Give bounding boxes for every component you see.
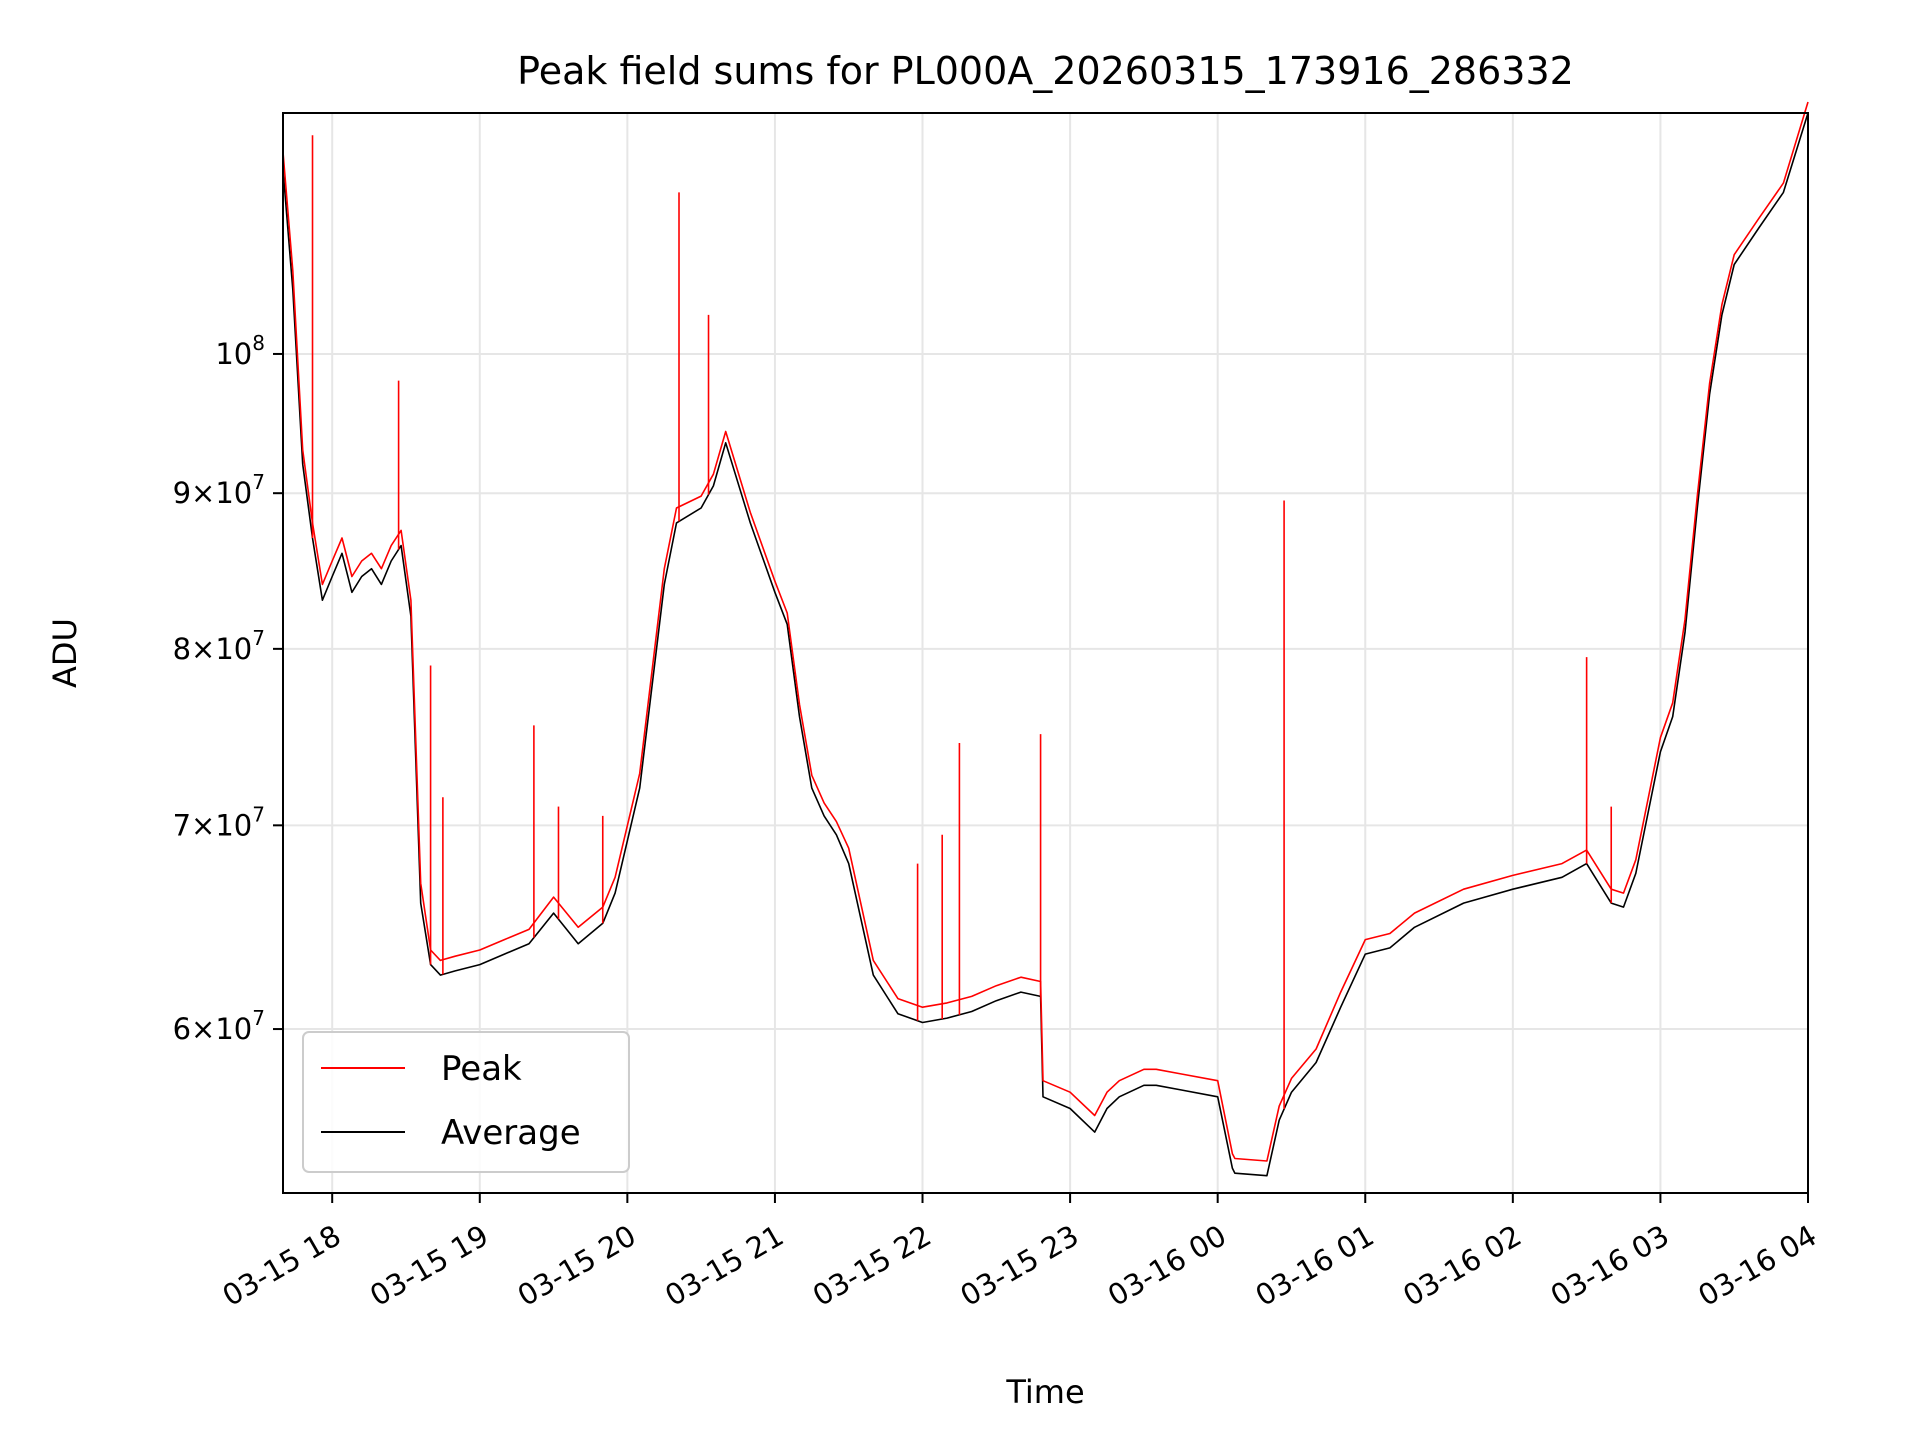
y-tick-base: 10 bbox=[215, 808, 252, 842]
y-tick-label: 8×107 bbox=[173, 626, 265, 666]
y-tick-mantissa: 8 bbox=[173, 632, 191, 666]
y-tick-mantissa: 6 bbox=[173, 1012, 191, 1046]
y-tick-label: 7×107 bbox=[173, 802, 265, 842]
y-tick-label: 9×107 bbox=[173, 470, 265, 510]
y-tick-exponent: 8 bbox=[252, 331, 265, 355]
y-tick-exponent: 7 bbox=[252, 470, 265, 494]
series-layer bbox=[282, 101, 1809, 1177]
x-axis-title: Time bbox=[1005, 1373, 1084, 1411]
y-tick-times: × bbox=[191, 632, 215, 666]
y-tick-times: × bbox=[191, 1012, 215, 1046]
y-tick-times: × bbox=[191, 808, 215, 842]
legend-label-average: Average bbox=[441, 1113, 581, 1153]
y-tick-times: × bbox=[191, 476, 215, 510]
y-axis-title: ADU bbox=[46, 618, 84, 688]
y-tick-base: 10 bbox=[215, 632, 252, 666]
chart-title: Peak field sums for PL000A_20260315_1739… bbox=[517, 49, 1574, 93]
y-tick-exponent: 7 bbox=[252, 1006, 265, 1030]
y-tick-label: 6×107 bbox=[173, 1006, 265, 1046]
legend-label-peak: Peak bbox=[441, 1049, 522, 1089]
y-tick-exponent: 7 bbox=[252, 626, 265, 650]
y-tick-label: 108 bbox=[215, 331, 265, 371]
y-tick-base: 10 bbox=[215, 476, 252, 510]
y-tick-mantissa: 7 bbox=[173, 808, 191, 842]
plot-frame bbox=[282, 112, 1809, 1194]
series-line-peak bbox=[282, 101, 1809, 1162]
y-tick-mantissa: 9 bbox=[173, 476, 191, 510]
y-tick-exponent: 7 bbox=[252, 802, 265, 826]
y-tick-base: 10 bbox=[215, 337, 252, 371]
legend: Peak Average bbox=[302, 1031, 630, 1173]
y-tick-base: 10 bbox=[215, 1012, 252, 1046]
